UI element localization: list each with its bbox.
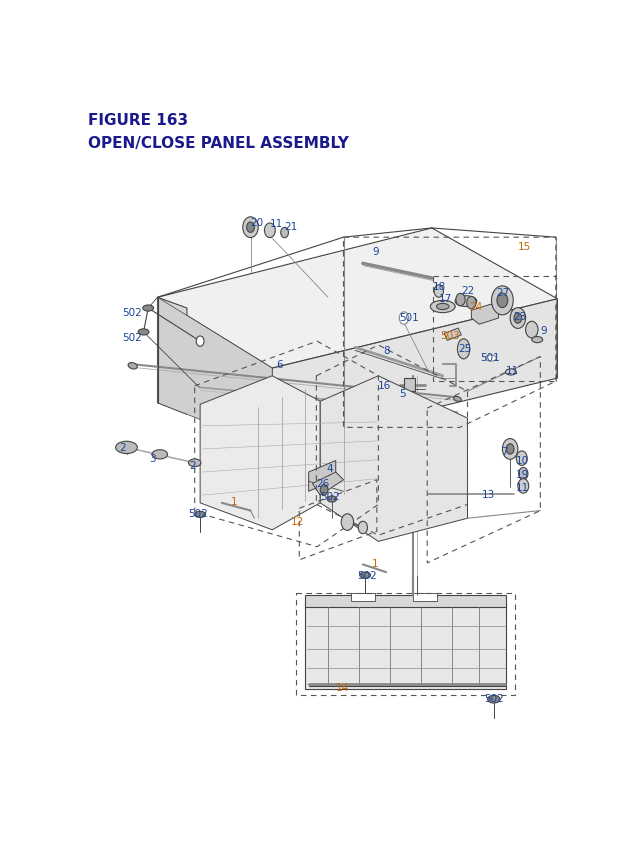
Text: 7: 7 [501,447,508,456]
Polygon shape [157,298,187,415]
Circle shape [510,308,525,329]
Circle shape [243,218,259,238]
Text: 11: 11 [269,219,283,229]
Text: 17: 17 [438,294,452,304]
Text: OPEN/CLOSE PANEL ASSEMBLY: OPEN/CLOSE PANEL ASSEMBLY [88,136,349,151]
Circle shape [434,286,444,298]
Text: 502: 502 [484,693,504,703]
Text: 502: 502 [188,508,207,518]
Text: 501: 501 [399,313,419,323]
Polygon shape [444,329,461,341]
Text: 4: 4 [326,464,333,474]
Circle shape [492,287,513,315]
Text: 26: 26 [317,478,330,488]
Circle shape [518,479,529,493]
Text: 503: 503 [440,331,460,341]
Ellipse shape [455,296,477,307]
Text: 27: 27 [497,288,510,298]
Circle shape [518,468,528,480]
Text: 19: 19 [516,470,529,480]
Polygon shape [404,379,415,392]
Text: 501: 501 [480,352,500,362]
Text: 22: 22 [461,285,475,295]
Ellipse shape [532,338,543,344]
Circle shape [516,451,527,466]
Ellipse shape [195,511,205,517]
Ellipse shape [488,696,500,703]
Circle shape [467,297,476,309]
Circle shape [514,313,522,324]
Ellipse shape [152,450,168,460]
Ellipse shape [454,397,461,402]
Polygon shape [305,604,506,690]
Polygon shape [305,596,506,607]
Ellipse shape [138,330,149,336]
Text: 502: 502 [357,571,376,580]
Polygon shape [308,461,336,492]
Text: 13: 13 [482,490,495,499]
Text: FIGURE 163: FIGURE 163 [88,113,188,127]
Ellipse shape [360,573,371,579]
Text: 8: 8 [383,346,390,356]
Polygon shape [472,305,499,325]
Polygon shape [200,376,320,530]
Ellipse shape [436,304,449,310]
Ellipse shape [458,339,470,359]
Ellipse shape [189,460,201,468]
Text: 16: 16 [378,381,391,391]
Polygon shape [157,229,557,369]
Circle shape [320,485,328,495]
Text: 502: 502 [122,332,142,342]
Ellipse shape [327,496,337,503]
Circle shape [502,439,518,460]
Text: 20: 20 [250,218,263,227]
Text: 3: 3 [150,454,156,463]
Ellipse shape [128,363,138,369]
Text: 12: 12 [291,517,305,527]
Text: 6: 6 [276,360,284,370]
Text: 15: 15 [518,241,531,251]
Polygon shape [320,376,467,542]
Ellipse shape [143,306,154,312]
Text: 2: 2 [189,461,196,471]
Ellipse shape [485,356,496,362]
Text: 11: 11 [516,482,529,492]
Ellipse shape [506,369,516,375]
Polygon shape [351,593,374,602]
Text: 11: 11 [506,366,519,376]
Text: 2: 2 [119,443,126,453]
Text: 25: 25 [458,344,472,354]
Circle shape [506,444,514,455]
Text: 21: 21 [284,221,298,232]
Text: 24: 24 [469,302,483,313]
Circle shape [246,223,254,233]
Text: 18: 18 [433,282,446,291]
Text: 10: 10 [516,455,529,465]
Circle shape [341,514,353,530]
Text: 5: 5 [399,389,406,399]
Text: 9: 9 [540,325,547,335]
Polygon shape [312,473,344,496]
Ellipse shape [116,442,138,454]
Text: 502: 502 [321,492,340,501]
Circle shape [525,322,538,338]
Text: 9: 9 [372,247,380,257]
Circle shape [281,228,289,238]
Polygon shape [157,298,272,448]
Circle shape [399,313,408,325]
Circle shape [196,337,204,347]
Polygon shape [413,593,436,602]
Ellipse shape [430,301,455,313]
Circle shape [358,522,367,534]
Circle shape [456,294,465,307]
Polygon shape [272,300,557,448]
Text: 14: 14 [335,682,349,692]
Circle shape [264,224,275,238]
Circle shape [497,294,508,308]
Text: 1: 1 [372,558,379,568]
Text: 23: 23 [513,313,526,322]
Text: 502: 502 [122,307,142,318]
Text: 1: 1 [231,496,237,506]
